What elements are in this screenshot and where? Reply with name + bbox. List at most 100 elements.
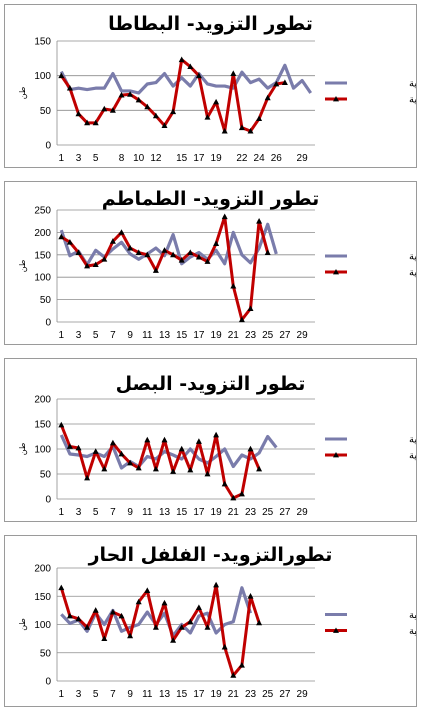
y-tick-label: 150 — [34, 592, 51, 603]
data-point — [58, 584, 65, 591]
data-point — [109, 238, 116, 244]
legend-marker — [333, 452, 339, 458]
x-tick-label: 11 — [142, 330, 153, 341]
data-point — [152, 624, 159, 630]
y-tick-label: 200 — [34, 395, 51, 406]
data-point — [58, 72, 65, 79]
x-tick-label: 15 — [176, 153, 188, 164]
x-tick-label: 10 — [133, 153, 145, 164]
x-tick-label: 15 — [176, 330, 188, 341]
data-point — [213, 581, 220, 588]
data-point — [109, 439, 116, 446]
data-point — [213, 240, 220, 246]
data-point — [247, 593, 254, 599]
data-point — [58, 421, 65, 428]
x-tick-label: 17 — [193, 153, 205, 164]
x-tick-label: 7 — [110, 507, 116, 518]
data-point — [247, 305, 254, 311]
chart-panel-potato: تطور التزويد- البطاطا 0 50 100 150 طن 1 3 5 8 10 1… — [4, 4, 417, 168]
data-point — [127, 244, 134, 251]
data-point — [247, 127, 254, 134]
legend-label: 2015 الكمية — [409, 451, 416, 462]
data-point — [84, 119, 91, 126]
data-point — [66, 239, 73, 245]
data-point — [221, 643, 228, 650]
data-point — [152, 465, 159, 472]
data-point — [178, 56, 185, 63]
x-tick-label: 21 — [228, 507, 240, 518]
x-tick-label: 3 — [76, 689, 82, 700]
x-tick-label: 23 — [245, 330, 257, 341]
y-tick-label: 50 — [40, 648, 52, 659]
chart-panel-hot-pepper: تطورالتزويد- الفلفل الحار 0 50 100 150 200 طن… — [4, 535, 417, 707]
data-point — [256, 115, 263, 122]
x-tick-label: 5 — [93, 507, 99, 518]
chart-title: تطور التزويد- البطاطا — [108, 13, 313, 35]
x-tick-label: 19 — [211, 153, 223, 164]
x-tick-label: 22 — [236, 153, 248, 164]
legend-label: 2015 الكمية — [409, 95, 416, 106]
data-point — [281, 79, 288, 85]
series-line — [59, 222, 278, 267]
data-point — [135, 249, 142, 255]
x-tick-label: 17 — [193, 507, 205, 518]
x-tick-label: 21 — [228, 689, 240, 700]
x-tick-label: 5 — [93, 153, 99, 164]
x-tick-label: 3 — [76, 153, 82, 164]
x-tick-label: 25 — [262, 330, 274, 341]
y-axis-label: طن — [18, 260, 27, 272]
data-point — [58, 233, 65, 240]
data-point — [101, 465, 108, 472]
data-point — [101, 256, 108, 262]
y-tick-label: 250 — [34, 206, 51, 217]
series-line — [59, 583, 261, 677]
legend-label: 2014 الكمية — [409, 252, 416, 263]
data-point — [144, 103, 151, 110]
data-point — [238, 490, 245, 497]
data-point — [92, 261, 99, 268]
data-point — [161, 247, 168, 253]
data-point — [230, 70, 237, 76]
y-tick-label: 100 — [34, 445, 51, 456]
data-point — [195, 253, 202, 260]
x-tick-label: 7 — [110, 330, 116, 341]
x-tick-label: 19 — [211, 507, 223, 518]
x-tick-label: 23 — [245, 507, 257, 518]
x-tick-label: 25 — [262, 507, 274, 518]
x-tick-label: 12 — [150, 153, 162, 164]
data-point — [238, 124, 245, 131]
data-point — [84, 262, 91, 269]
data-point — [92, 119, 99, 126]
data-point — [178, 624, 185, 630]
data-point — [170, 468, 177, 474]
x-tick-label: 1 — [59, 330, 65, 341]
data-point — [230, 494, 237, 501]
data-point — [264, 249, 271, 255]
y-tick-label: 50 — [40, 106, 52, 117]
legend-label: 2014 الكمية — [409, 435, 416, 446]
data-point — [135, 96, 142, 103]
data-point — [84, 474, 91, 481]
line-chart: 050100150200طن13579111315171921232527292… — [18, 564, 416, 701]
y-tick-label: 150 — [34, 250, 51, 261]
x-tick-label: 27 — [279, 689, 291, 700]
x-tick-label: 11 — [142, 689, 153, 700]
data-point — [204, 624, 211, 630]
data-point — [221, 127, 228, 134]
y-tick-label: 200 — [34, 564, 51, 575]
x-tick-label: 9 — [127, 507, 133, 518]
data-point — [127, 459, 134, 466]
data-point — [213, 98, 220, 105]
data-point — [127, 91, 134, 97]
x-tick-label: 24 — [254, 153, 266, 164]
data-point — [178, 256, 185, 263]
data-point — [256, 218, 263, 224]
y-tick-label: 0 — [45, 677, 51, 688]
data-point — [221, 480, 228, 487]
data-point — [101, 105, 108, 112]
y-tick-label: 100 — [34, 71, 51, 82]
x-tick-label: 17 — [193, 330, 205, 341]
y-tick-label: 150 — [34, 420, 51, 431]
chart-panel-tomato: تطور التزويد- الطماطم 0 50 100 150 200 250 طن 1… — [4, 181, 417, 345]
data-point — [75, 110, 82, 117]
